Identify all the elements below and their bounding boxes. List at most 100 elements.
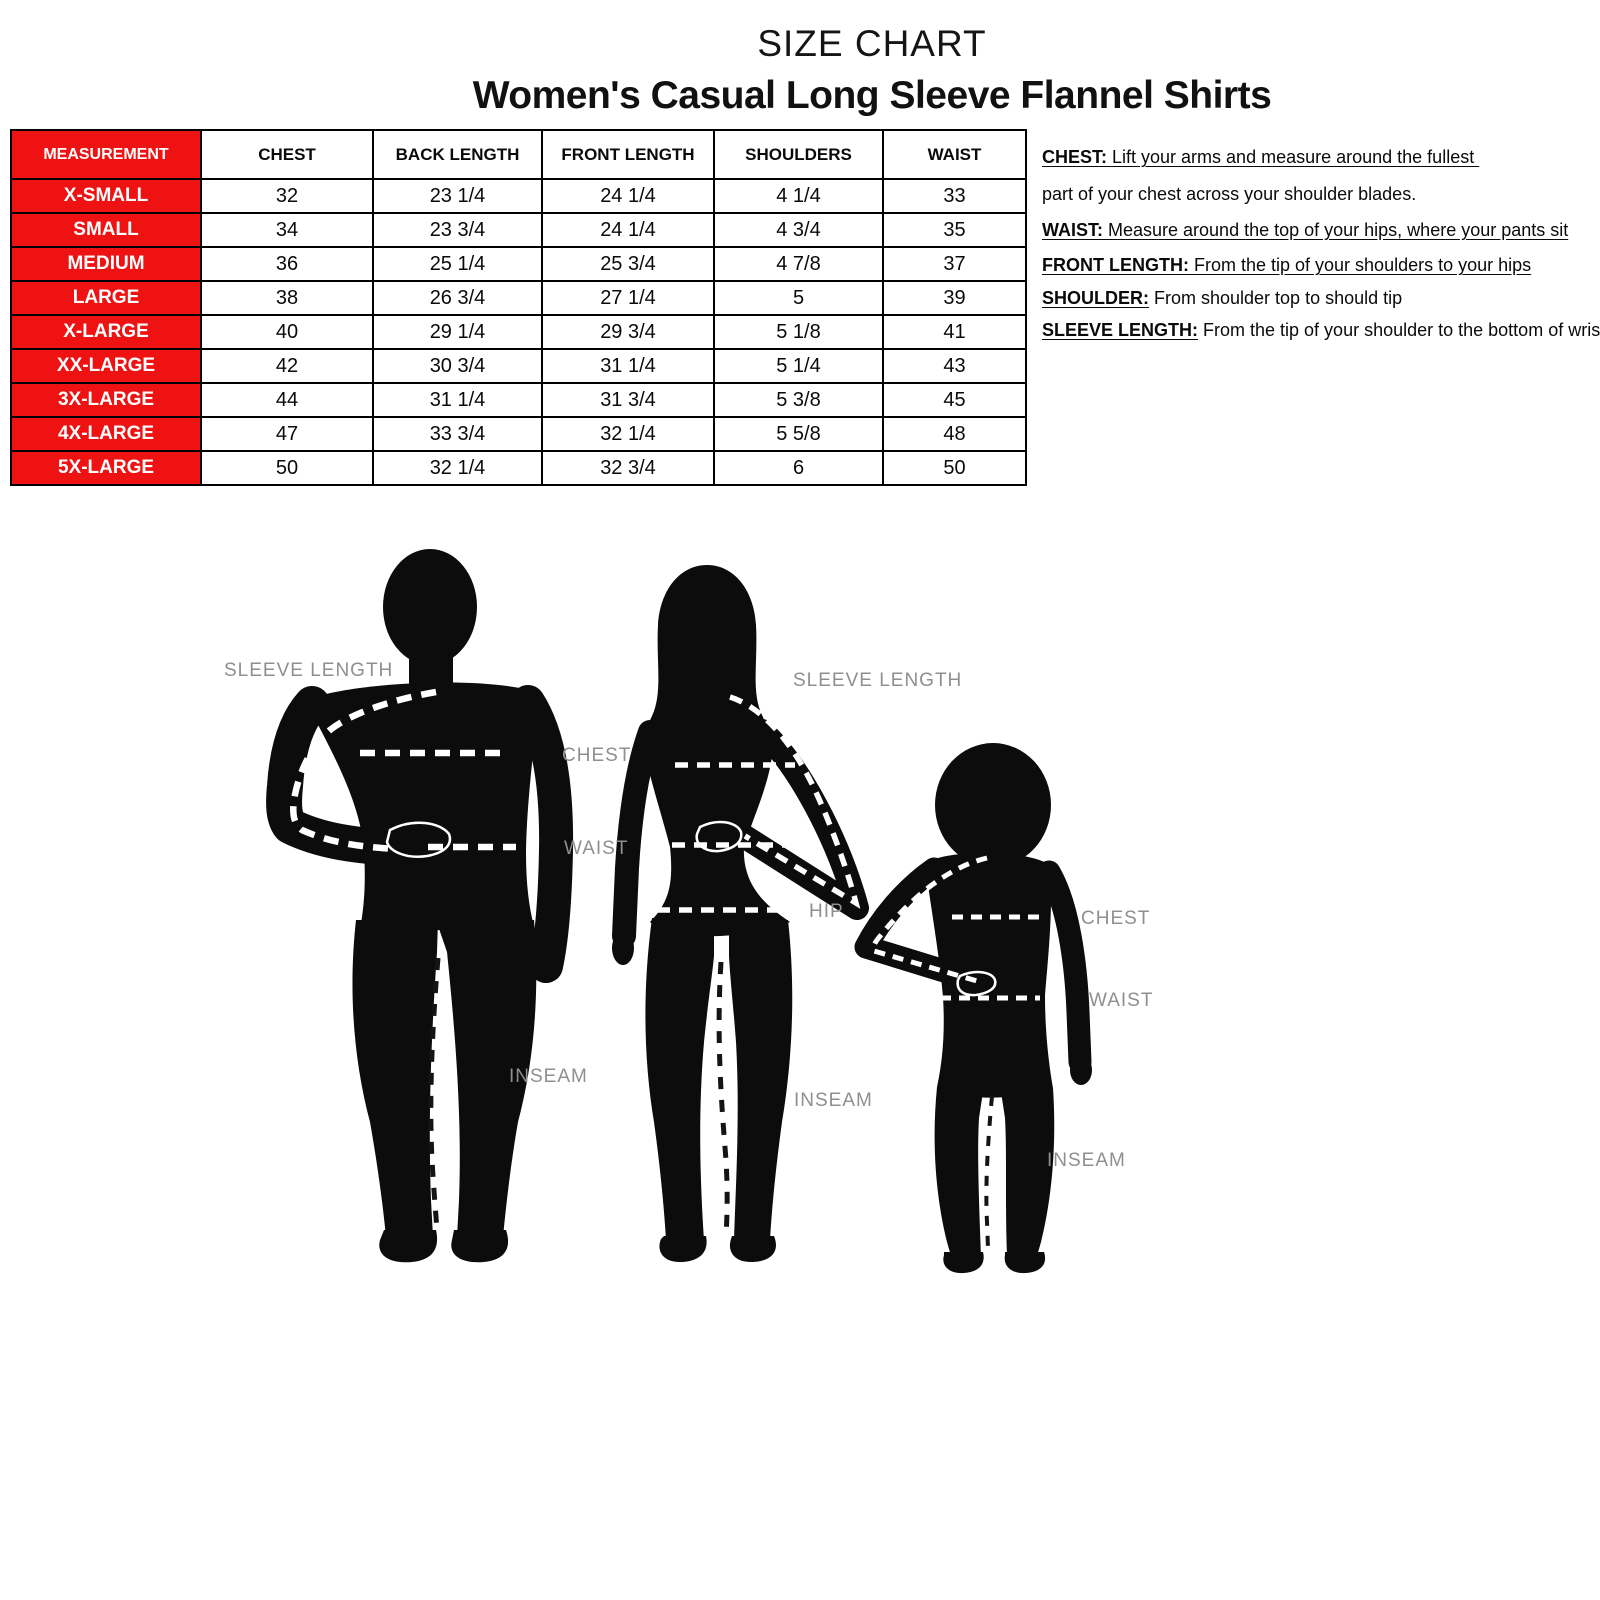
child-left-arm xyxy=(854,857,992,994)
child-right-hand xyxy=(1070,1055,1092,1085)
woman-sleeve-dash-line xyxy=(729,694,861,909)
size-label-cell: MEDIUM xyxy=(10,246,202,282)
child-waist-label: WAIST xyxy=(1089,990,1154,1011)
man-right-leg xyxy=(436,920,537,1237)
value-cell: 36 xyxy=(200,246,374,282)
value-cell: 32 1/4 xyxy=(372,450,543,486)
man-silhouette xyxy=(266,549,574,1263)
value-cell: 31 1/4 xyxy=(372,382,543,418)
table-row: 4X-LARGE 47 33 3/4 32 1/4 5 5/8 48 xyxy=(10,416,1027,452)
instruction-text: From the tip of your shoulders to your h… xyxy=(1188,255,1532,275)
value-cell: 26 3/4 xyxy=(372,280,543,316)
header-waist: WAIST xyxy=(882,129,1027,180)
woman-silhouette xyxy=(612,565,869,1263)
instruction-term: SHOULDER: xyxy=(1042,288,1149,308)
child-sleeve-dash-line xyxy=(871,855,988,984)
value-cell: 24 1/4 xyxy=(541,178,715,214)
value-cell: 50 xyxy=(882,450,1027,486)
value-cell: 27 1/4 xyxy=(541,280,715,316)
man-right-hand xyxy=(529,937,561,983)
table-row: 3X-LARGE 44 31 1/4 31 3/4 5 3/8 45 xyxy=(10,382,1027,418)
man-hand-on-waist xyxy=(385,821,452,858)
instruction-line-chest-2: part of your chest across your shoulder … xyxy=(1042,183,1416,206)
page-subtitle: Women's Casual Long Sleeve Flannel Shirt… xyxy=(472,73,1272,117)
instruction-line-shoulder: SHOULDER: From shoulder top to should ti… xyxy=(1042,287,1402,310)
value-cell: 44 xyxy=(200,382,374,418)
value-cell: 37 xyxy=(882,246,1027,282)
woman-right-leg xyxy=(729,920,793,1240)
woman-sleeve-length-label: SLEEVE LENGTH xyxy=(793,670,963,691)
value-cell: 42 xyxy=(200,348,374,384)
child-head xyxy=(935,743,1051,867)
value-cell: 5 1/4 xyxy=(713,348,884,384)
value-cell: 30 3/4 xyxy=(372,348,543,384)
value-cell: 33 3/4 xyxy=(372,416,543,452)
instruction-text: From shoulder top to should tip xyxy=(1149,288,1403,308)
woman-right-arm xyxy=(730,719,869,920)
instruction-text: part of your chest across your shoulder … xyxy=(1042,184,1417,204)
value-cell: 33 xyxy=(882,178,1027,214)
value-cell: 34 xyxy=(200,212,374,248)
instruction-text: Lift your arms and measure around the fu… xyxy=(1107,147,1480,167)
child-left-foot xyxy=(943,1252,984,1274)
man-inseam-label: INSEAM xyxy=(509,1066,588,1087)
instruction-line-chest: CHEST: Lift your arms and measure around… xyxy=(1042,146,1479,169)
woman-inseam-dash-line xyxy=(716,961,730,1237)
instruction-text: From the tip of your shoulder to the bot… xyxy=(1198,320,1600,340)
child-inseam-dash-line xyxy=(984,1095,994,1249)
value-cell: 32 xyxy=(200,178,374,214)
man-left-foot xyxy=(379,1230,438,1263)
value-cell: 50 xyxy=(200,450,374,486)
table-header-row: MEASUREMENT CHEST BACK LENGTH FRONT LENG… xyxy=(10,129,1027,180)
size-label-cell: 4X-LARGE xyxy=(10,416,202,452)
header-front-length: FRONT LENGTH xyxy=(541,129,715,180)
child-right-arm xyxy=(1037,860,1092,1074)
man-right-foot xyxy=(451,1230,509,1263)
instruction-term: CHEST: xyxy=(1042,147,1108,167)
woman-head-hair xyxy=(648,565,766,739)
instruction-term: SLEEVE LENGTH: xyxy=(1042,320,1199,340)
value-cell: 25 1/4 xyxy=(372,246,543,282)
value-cell: 48 xyxy=(882,416,1027,452)
header-chest: CHEST xyxy=(200,129,374,180)
man-left-arm xyxy=(266,686,416,866)
size-label-cell: 3X-LARGE xyxy=(10,382,202,418)
size-table: MEASUREMENT CHEST BACK LENGTH FRONT LENG… xyxy=(10,129,1027,486)
woman-left-leg xyxy=(645,918,714,1240)
instruction-term: FRONT LENGTH: xyxy=(1042,255,1189,275)
woman-left-foot xyxy=(659,1236,707,1263)
value-cell: 47 xyxy=(200,416,374,452)
man-sleeve-dash-line xyxy=(290,688,437,853)
value-cell: 32 3/4 xyxy=(541,450,715,486)
instruction-text: Measure around the top of your hips, whe… xyxy=(1103,220,1569,240)
child-chest-label: CHEST xyxy=(1081,908,1151,929)
man-left-leg xyxy=(352,920,438,1237)
size-label-cell: X-LARGE xyxy=(10,314,202,350)
value-cell: 23 1/4 xyxy=(372,178,543,214)
page-title: SIZE CHART xyxy=(757,23,987,64)
man-torso xyxy=(305,682,540,930)
value-cell: 38 xyxy=(200,280,374,316)
value-cell: 29 1/4 xyxy=(372,314,543,350)
table-row: X-SMALL 32 23 1/4 24 1/4 4 1/4 33 xyxy=(10,178,1027,214)
man-right-arm xyxy=(511,685,574,983)
woman-left-hand xyxy=(612,931,634,965)
child-right-foot xyxy=(1004,1252,1046,1274)
table-row: MEDIUM 36 25 1/4 25 3/4 4 7/8 37 xyxy=(10,246,1027,282)
instruction-line-front-length: FRONT LENGTH: From the tip of your shoul… xyxy=(1042,254,1531,277)
table-row: 5X-LARGE 50 32 1/4 32 3/4 6 50 xyxy=(10,450,1027,486)
man-waist-label: WAIST xyxy=(564,838,629,859)
woman-hip-label: HIP xyxy=(809,901,844,922)
value-cell: 6 xyxy=(713,450,884,486)
value-cell: 5 xyxy=(713,280,884,316)
size-label-cell: SMALL xyxy=(10,212,202,248)
value-cell: 43 xyxy=(882,348,1027,384)
child-hand-on-waist xyxy=(956,970,997,997)
table-row: SMALL 34 23 3/4 24 1/4 4 3/4 35 xyxy=(10,212,1027,248)
man-chest-label: CHEST xyxy=(562,745,632,766)
value-cell: 31 3/4 xyxy=(541,382,715,418)
man-inseam-dash-line xyxy=(428,957,441,1231)
man-head xyxy=(383,549,477,665)
